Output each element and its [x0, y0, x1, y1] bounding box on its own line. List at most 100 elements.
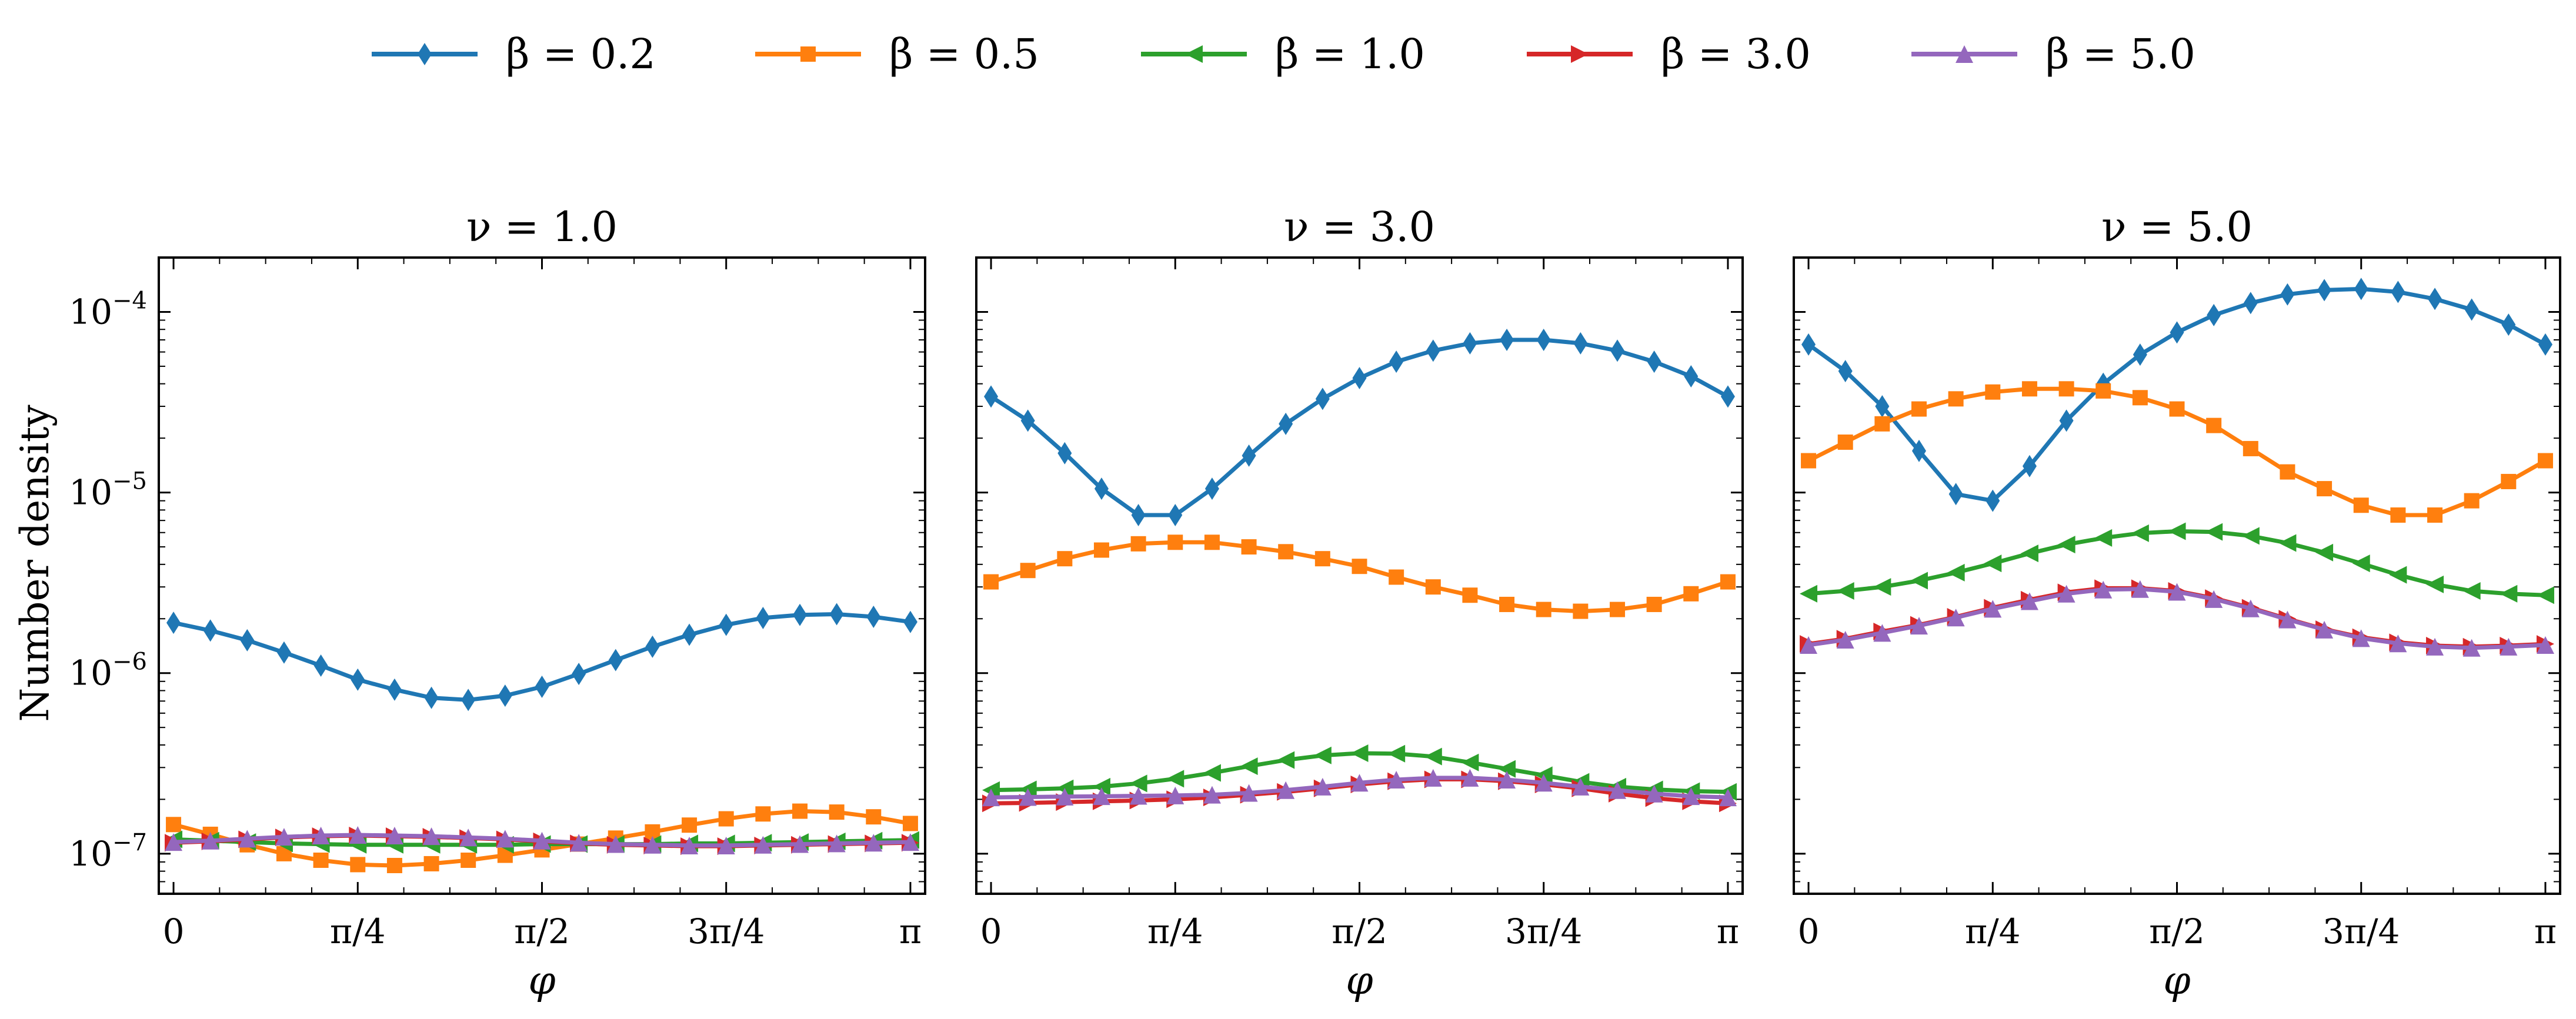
- data-point: [1801, 333, 1816, 356]
- data-point: [459, 828, 478, 847]
- data-point: [2464, 493, 2480, 509]
- data-point: [313, 852, 329, 868]
- data-point: [2501, 473, 2517, 489]
- data-point: [2428, 288, 2442, 310]
- legend: β = 0.2 β = 0.5 β = 1.0 β = 3.0 β = 5.0: [372, 30, 2195, 78]
- data-point: [1240, 757, 1258, 776]
- data-point: [1203, 764, 1221, 782]
- data-point: [2280, 283, 2295, 306]
- data-point: [1240, 784, 1258, 802]
- data-point: [1646, 596, 1662, 612]
- data-point: [166, 612, 181, 634]
- data-point: [385, 827, 403, 845]
- panel-frame: [975, 256, 1744, 895]
- x-tick-label: π/2: [1332, 911, 1387, 951]
- data-point: [2426, 637, 2444, 656]
- data-point: [756, 606, 770, 629]
- data-point: [1350, 744, 1369, 763]
- data-point: [2317, 279, 2332, 302]
- data-point: [682, 623, 697, 646]
- data-point: [1092, 787, 1110, 806]
- data-point: [1389, 350, 1404, 373]
- panel-frame: [1793, 256, 2561, 895]
- data-point: [2057, 536, 2076, 554]
- chart-panel: ν = 5.0 0 π/4 π/2 3π/4 π φ: [1793, 203, 2561, 1003]
- y-tick-label: 10−7: [69, 829, 147, 874]
- data-point: [535, 675, 549, 698]
- series: [1800, 580, 2554, 657]
- data-point: [1278, 544, 1294, 560]
- data-point: [1911, 401, 1927, 417]
- x-tick-label: π/4: [330, 911, 386, 951]
- data-point: [275, 828, 293, 846]
- data-point: [902, 816, 918, 831]
- data-point: [312, 827, 330, 845]
- series-group: [982, 329, 1737, 813]
- panels: ν = 1.00 π/4 π/2 3π/4 π10−710−610−510−4φν = …: [69, 203, 2561, 1003]
- data-point: [829, 804, 845, 820]
- data-point: [1129, 774, 1147, 793]
- data-point: [827, 834, 846, 853]
- data-point: [1315, 387, 1330, 410]
- data-point: [350, 857, 366, 873]
- data-point: [1682, 787, 1700, 806]
- x-axis-title: φ: [2163, 958, 2190, 1003]
- x-tick-label: π: [2534, 911, 2557, 951]
- data-point: [682, 817, 698, 833]
- data-point: [829, 603, 844, 626]
- x-tick-label: 3π/4: [688, 911, 765, 951]
- data-point: [2020, 544, 2038, 563]
- data-point: [387, 678, 402, 701]
- data-point: [1019, 788, 1037, 806]
- data-point: [1683, 586, 1699, 602]
- data-point: [1314, 551, 1330, 567]
- data-point: [2094, 580, 2113, 599]
- data-point: [2353, 497, 2369, 513]
- data-point: [1947, 563, 1965, 582]
- series: [166, 803, 918, 873]
- data-point: [2241, 527, 2260, 545]
- data-point: [1092, 777, 1110, 796]
- data-point: [1461, 769, 1479, 787]
- data-point: [1534, 774, 1553, 792]
- legend-item: β = 5.0: [1911, 30, 2195, 78]
- series: [983, 534, 1736, 619]
- chart-panel: ν = 3.0 0 π/4 π/2 3π/4 π φ: [975, 203, 1744, 1003]
- data-point: [2207, 303, 2221, 326]
- data-point: [1684, 365, 1699, 387]
- data-point: [1313, 746, 1332, 764]
- data-point: [1166, 770, 1184, 788]
- data-point: [351, 668, 365, 691]
- data-point: [2168, 583, 2186, 601]
- data-point: [2169, 401, 2185, 417]
- data-point: [1241, 539, 1257, 555]
- data-point: [1910, 572, 1928, 590]
- data-point: [1168, 503, 1183, 526]
- data-point: [1836, 582, 1854, 600]
- data-point: [2500, 584, 2518, 603]
- x-axis-title: φ: [528, 958, 555, 1003]
- data-point: [1277, 781, 1295, 799]
- data-point: [2022, 455, 2037, 477]
- data-point: [1056, 787, 1074, 806]
- data-point: [1873, 624, 1891, 642]
- panel-title: ν = 3.0: [1284, 203, 1435, 251]
- data-point: [2243, 440, 2258, 456]
- data-point: [1130, 536, 1146, 552]
- data-point: [2317, 481, 2333, 497]
- data-point: [203, 619, 218, 642]
- data-point: [1020, 563, 1036, 579]
- data-point: [1838, 360, 1853, 383]
- data-point: [1573, 332, 1588, 355]
- data-point: [2278, 610, 2297, 629]
- data-point: [1166, 786, 1184, 804]
- data-point: [313, 654, 328, 677]
- data-point: [717, 836, 735, 854]
- data-point: [645, 635, 660, 658]
- chart-panel: ν = 1.0 0 π/4 π/2 3π/4 π 10−7 10−6 10−5 10−4 φ: [69, 203, 926, 1003]
- data-point: [1609, 781, 1627, 799]
- y-tick-label: 10−5: [69, 468, 147, 513]
- data-point: [424, 686, 439, 709]
- x-tick-label: π/4: [1965, 911, 2021, 951]
